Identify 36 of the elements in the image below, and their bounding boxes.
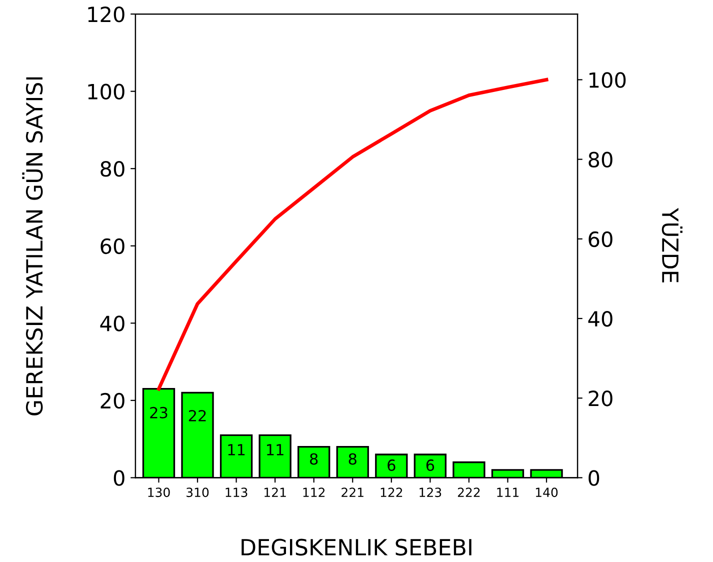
y2-tick-label: 0: [588, 470, 600, 486]
y-tick-label: 100: [88, 84, 124, 100]
data-label: 23: [150, 406, 168, 418]
x-tick-label: 222: [458, 488, 480, 497]
x-tick-label: 111: [497, 488, 519, 497]
y2-tick-label: 20: [588, 390, 612, 406]
y-tick-label: 80: [100, 161, 124, 177]
x-tick-label: 121: [264, 488, 286, 497]
data-label: 8: [310, 453, 318, 465]
x-tick-label: 123: [420, 488, 442, 498]
y-tick-label: 20: [100, 392, 124, 409]
x-tick-label: 310: [186, 488, 209, 498]
y2-tick-label: 60: [588, 231, 612, 248]
y-tick-label: 40: [100, 316, 124, 332]
data-label: 11: [267, 444, 284, 456]
x-tick-label: 113: [226, 488, 248, 498]
data-label: 8: [348, 453, 356, 465]
x-tick-label: 130: [148, 488, 170, 498]
data-label: 6: [426, 459, 434, 471]
line-series: [157, 78, 548, 391]
x-tick-label: 221: [342, 488, 364, 497]
y2-tick-label: 100: [590, 72, 626, 88]
y2-tick-label: 40: [588, 310, 612, 327]
data-label: 6: [388, 459, 396, 471]
y2-axis-title: YÜZDE: [662, 208, 682, 282]
x-axis-title: DEGISKENLIK SEBEBI: [242, 538, 472, 556]
y-tick-label: 60: [100, 238, 124, 254]
data-label: 11: [228, 444, 245, 456]
y-tick-label: 0: [114, 470, 124, 486]
y2-tick-label: 80: [588, 152, 612, 168]
data-label: 22: [188, 410, 206, 422]
y-tick-label: 120: [88, 6, 124, 22]
x-tick-label: 140: [536, 488, 558, 498]
y-axis-title: GEREKSIZ YATILAN GÜN SAYISI: [22, 77, 43, 416]
x-tick-label: 122: [380, 488, 402, 497]
x-tick-label: 112: [303, 488, 325, 497]
